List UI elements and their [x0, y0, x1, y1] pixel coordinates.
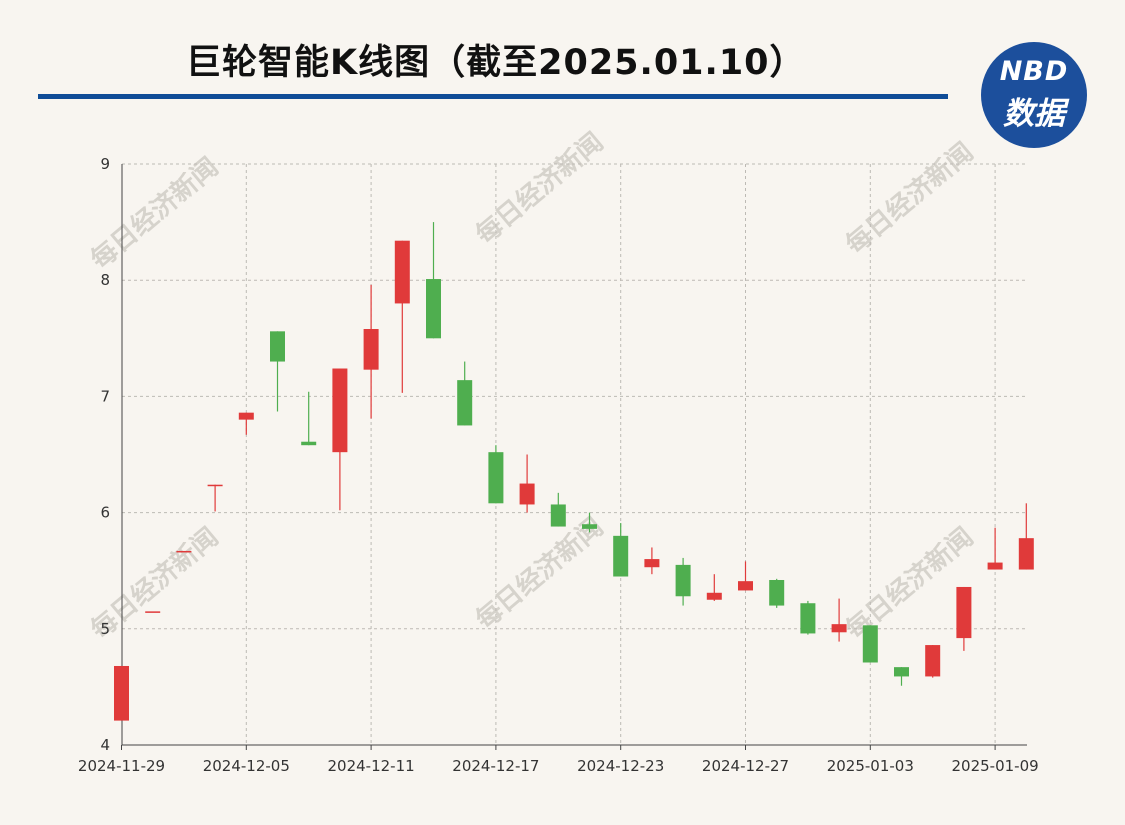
candle	[613, 523, 629, 577]
candle	[738, 561, 753, 591]
watermark-text: 每日经济新闻	[470, 511, 609, 635]
candle	[675, 557, 691, 606]
candle	[519, 454, 535, 513]
candle-body-up	[238, 412, 254, 420]
candle-body-up	[1018, 538, 1034, 570]
y-tick-label: 7	[100, 387, 110, 405]
candle	[363, 284, 379, 419]
candle	[238, 412, 254, 435]
candle-body-up	[706, 592, 722, 600]
candle	[332, 368, 348, 511]
x-tick-label: 2025-01-03	[827, 757, 914, 775]
candle-body-up	[145, 611, 161, 613]
x-tick-label: 2025-01-09	[952, 757, 1039, 775]
candle	[894, 667, 909, 686]
candle-body-down	[488, 452, 504, 504]
x-tick-label: 2024-12-27	[702, 757, 789, 775]
candle-body-up	[332, 368, 348, 453]
watermark-text: 每日经济新闻	[840, 136, 979, 260]
page-title: 巨轮智能K线图（截至2025.01.10）	[186, 43, 806, 83]
candle	[457, 361, 473, 426]
candle-body-down	[426, 279, 441, 339]
candle-body-down	[675, 564, 691, 597]
x-tick-label: 2024-12-17	[452, 757, 539, 775]
x-tick-label: 2024-12-05	[203, 757, 290, 775]
candle-body-up	[519, 483, 535, 505]
y-tick-label: 6	[100, 504, 110, 522]
candle-body-up	[831, 624, 847, 633]
candle-body-up	[738, 581, 753, 591]
x-tick-label: 2024-11-29	[78, 757, 165, 775]
logo-text-data: 数据	[1003, 96, 1065, 132]
candle-body-down	[550, 504, 566, 527]
candle	[1018, 503, 1034, 570]
candle-body-up	[363, 329, 379, 370]
candle	[769, 578, 785, 608]
y-tick-label: 5	[100, 620, 110, 638]
candle	[488, 445, 504, 504]
candle	[207, 484, 223, 512]
candle	[301, 391, 317, 446]
logo-text-nbd: NBD	[999, 56, 1069, 87]
candle-body-up	[956, 586, 972, 639]
candle	[145, 611, 161, 613]
candle-body-up	[644, 559, 660, 568]
candle-body-down	[457, 380, 473, 426]
candle	[114, 665, 129, 721]
candle	[394, 240, 410, 393]
candle-body-down	[894, 667, 909, 677]
y-tick-label: 9	[100, 155, 110, 173]
candle-body-down	[270, 331, 285, 362]
candle	[644, 547, 660, 575]
nbd-logo: NBD 数据	[981, 42, 1087, 148]
candle-body-up	[394, 240, 410, 304]
candle	[426, 222, 441, 339]
candle-body-down	[301, 441, 317, 446]
candle	[862, 625, 878, 663]
candle-body-up	[114, 665, 129, 721]
candle	[800, 600, 816, 635]
candle-body-down	[862, 625, 878, 663]
candle-body-up	[987, 562, 1003, 570]
candle-body-up	[176, 550, 192, 553]
candle-body-down	[613, 535, 629, 577]
y-tick-label: 8	[100, 271, 110, 289]
title-underline	[38, 94, 948, 99]
x-tick-label: 2024-12-23	[577, 757, 664, 775]
candle-body-up	[207, 484, 223, 487]
candle	[176, 550, 192, 553]
candle-body-down	[800, 603, 816, 634]
candle	[956, 586, 972, 651]
candle	[925, 645, 941, 678]
watermark-text: 每日经济新闻	[470, 126, 609, 250]
candle-body-down	[769, 579, 785, 606]
candle	[270, 331, 285, 412]
candle	[987, 527, 1003, 570]
y-tick-label: 4	[100, 736, 110, 754]
candle	[831, 598, 847, 642]
candle	[706, 574, 722, 601]
candle-body-up	[925, 645, 941, 677]
candle	[550, 492, 566, 527]
candle	[582, 512, 597, 533]
x-tick-label: 2024-12-11	[328, 757, 415, 775]
candle-body-down	[582, 524, 597, 529]
